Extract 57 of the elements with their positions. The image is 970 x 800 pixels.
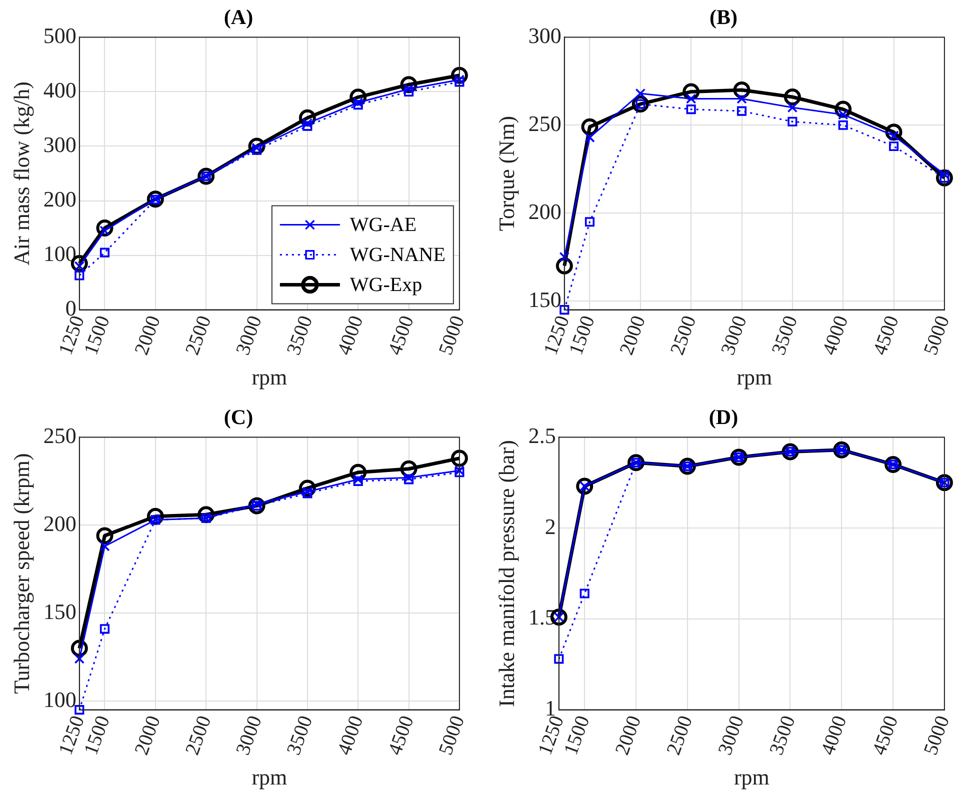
x-tick-label: 3000 [232,712,266,758]
y-tick-label: 300 [528,22,562,48]
x-axis-title: rpm [252,364,288,390]
x-tick-label: 2500 [666,312,701,358]
y-tick-label: 250 [528,110,562,136]
x-tick-label: 4500 [868,712,903,758]
x-tick-label: 2000 [130,712,166,758]
x-tick-label: 3000 [714,712,748,758]
x-tick-label: 2000 [130,312,166,358]
x-tick-label: 2000 [611,712,646,758]
x-axis-title: rpm [252,764,288,790]
y-tick-label: 200 [528,198,562,224]
x-tick-label: 3000 [717,312,752,358]
x-tick-label: 5000 [920,712,954,758]
chart-title: (C) [224,405,254,430]
x-tick-label: 3500 [282,712,318,758]
y-axis-title: Turbocharger speed (krpm) [8,453,34,694]
x-tick-label: 5000 [920,312,954,358]
x-tick-label: 2500 [181,312,216,358]
x-tick-label: 5000 [434,712,470,758]
y-tick-label: 2 [544,514,556,539]
x-tick-label: 4500 [384,712,418,758]
y-tick-label: 2.5 [528,422,556,448]
y-tick-label: 200 [43,510,76,536]
legend-label: WG-AE [350,214,417,236]
y-tick-label: 200 [43,186,76,212]
y-tick-label: 500 [43,22,76,48]
x-tick-label: 4500 [869,312,904,358]
x-tick-label: 5000 [434,312,470,358]
x-axis-title: rpm [734,764,770,790]
x-tick-label: 4000 [816,712,852,758]
y-axis-title: Torque (Nm) [494,116,519,232]
x-tick-label: 2000 [616,312,650,358]
x-tick-label: 3500 [766,712,800,758]
x-tick-label: 4500 [384,312,418,358]
x-tick-label: 4000 [333,712,368,758]
y-tick-label: 150 [528,286,562,312]
x-tick-label: 2500 [662,712,698,758]
y-tick-label: 150 [43,598,76,624]
y-tick-label: 250 [43,422,76,448]
legend-label: WG-NANE [350,244,446,266]
x-tick-label: 3500 [768,312,802,358]
chart-title: (A) [224,5,254,30]
x-tick-label: 3500 [282,312,318,358]
legend-label: WG-Exp [350,274,422,296]
y-axis-title: Intake manifold pressure (bar) [494,440,519,707]
y-tick-label: 300 [43,132,76,158]
x-tick-label: 4000 [818,312,853,358]
chart-title: (D) [708,405,738,430]
y-axis-title: Air mass flow (kg/h) [8,82,34,266]
x-axis-title: rpm [736,364,772,390]
x-tick-label: 3000 [232,312,266,358]
chart-title: (B) [710,5,738,30]
y-tick-label: 400 [43,78,76,102]
x-tick-label: 4000 [333,312,368,358]
x-tick-label: 2500 [181,712,216,758]
y-tick-label: 100 [43,686,76,712]
